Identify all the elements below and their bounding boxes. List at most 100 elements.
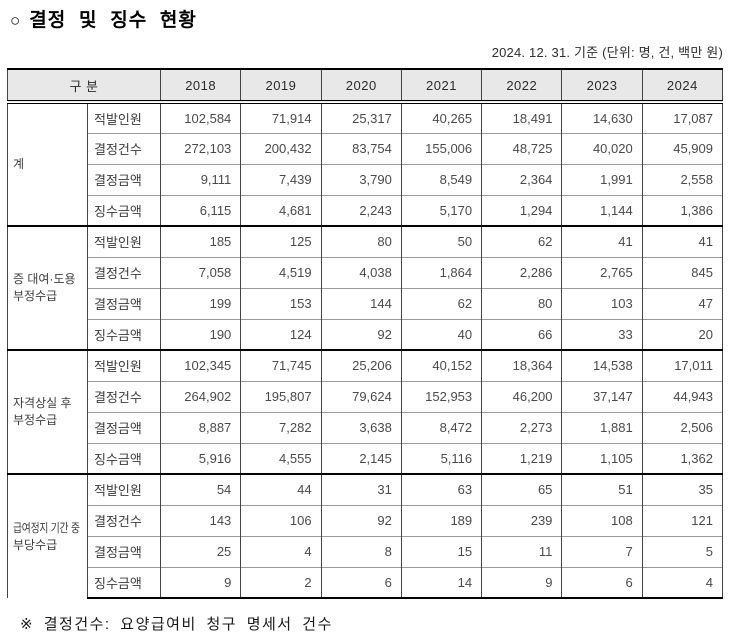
value-cell: 25,317: [320, 101, 402, 133]
value-cell: 41: [641, 225, 724, 257]
table-row: 자격상실 후 부정수급 적발인원 102,345 71,745 25,206 40,152 1…: [7, 349, 724, 474]
value-cell: 185: [160, 225, 242, 257]
value-cell: 121: [641, 504, 724, 536]
table-row: 증 대여·도용 부정수급 적발인원 185 125 80 50 62 41 41: [7, 225, 724, 350]
category-label-line: 급여정지 기간 중: [13, 520, 80, 535]
value-cell: 7,282: [240, 411, 322, 443]
metric-label-cell: 결정금액: [86, 287, 162, 319]
page-title: ○ 결정 및 징수 현황: [10, 8, 730, 34]
value-cell: 54: [160, 473, 242, 505]
value-cell: 14,538: [561, 349, 643, 381]
value-cell: 8: [320, 535, 402, 567]
value-cell: 44,943: [641, 380, 724, 412]
metric-label-cell: 징수금액: [86, 566, 162, 599]
value-cell: 45,909: [641, 132, 724, 164]
value-cell: 124: [240, 318, 322, 350]
value-cell: 1,219: [481, 442, 563, 474]
header-year: 2024: [641, 68, 724, 104]
value-cell: 2,558: [641, 163, 724, 195]
value-cell: 190: [160, 318, 242, 350]
value-cell: 5: [641, 535, 724, 567]
metric-label-cell: 징수금액: [86, 318, 162, 350]
value-cell: 103: [561, 287, 643, 319]
metric-label-cell: 결정건수: [86, 256, 162, 288]
circle-bullet-icon: ○: [10, 11, 22, 30]
value-cell: 66: [481, 318, 563, 350]
value-cell: 40,265: [400, 101, 483, 133]
value-cell: 14,630: [561, 101, 643, 133]
category-label-line: 자격상실 후: [13, 396, 72, 411]
value-cell: 153: [240, 287, 322, 319]
value-cell: 5,916: [160, 442, 242, 474]
header-year: 2018: [160, 68, 242, 104]
table-row: 결정건수 272,103 200,432 83,754 155,006 48,725 40,…: [8, 132, 724, 164]
value-cell: 4,555: [240, 442, 322, 474]
value-cell: 1,105: [561, 442, 643, 474]
value-cell: 5,170: [400, 194, 483, 226]
value-cell: 1,864: [400, 256, 483, 288]
value-cell: 9,111: [160, 163, 242, 195]
value-cell: 4,038: [320, 256, 402, 288]
value-cell: 1,386: [641, 194, 724, 226]
value-cell: 264,902: [160, 380, 242, 412]
value-cell: 3,638: [320, 411, 402, 443]
value-cell: 155,006: [400, 132, 483, 164]
value-cell: 199: [160, 287, 242, 319]
table-row: 결정금액 8,887 7,282 3,638 8,472 2,273 1,881 2,506: [8, 411, 724, 443]
value-cell: 8,549: [400, 163, 483, 195]
value-cell: 62: [400, 287, 483, 319]
table-row: 징수금액 9 2 6 14 9 6 4: [8, 566, 724, 599]
category-cell: 계: [7, 101, 88, 226]
value-cell: 7,058: [160, 256, 242, 288]
value-cell: 8,472: [400, 411, 483, 443]
value-cell: 41: [561, 225, 643, 257]
value-cell: 79,624: [320, 380, 402, 412]
value-cell: 6: [561, 566, 643, 599]
value-cell: 189: [400, 504, 483, 536]
table-header: 구 분 2018 2019 2020 2021 2022 2023 2024: [6, 68, 724, 104]
value-cell: 200,432: [240, 132, 322, 164]
value-cell: 18,491: [481, 101, 563, 133]
value-cell: 5,116: [400, 442, 483, 474]
value-cell: 17,011: [641, 349, 724, 381]
value-cell: 4,519: [240, 256, 322, 288]
value-cell: 102,584: [160, 101, 242, 133]
value-cell: 125: [240, 225, 322, 257]
value-cell: 143: [160, 504, 242, 536]
table-row: 징수금액 6,115 4,681 2,243 5,170 1,294 1,144 1,386: [8, 194, 724, 226]
value-cell: 17,087: [641, 101, 724, 133]
value-cell: 2: [240, 566, 322, 599]
metric-label-cell: 결정건수: [86, 132, 162, 164]
header-year: 2022: [481, 68, 563, 104]
value-cell: 1,362: [641, 442, 724, 474]
value-cell: 4: [641, 566, 724, 599]
value-cell: 50: [400, 225, 483, 257]
value-cell: 6,115: [160, 194, 242, 226]
value-cell: 92: [320, 504, 402, 536]
category-label-line: 증 대여·도용: [13, 272, 76, 287]
header-year: 2020: [320, 68, 402, 104]
value-cell: 80: [481, 287, 563, 319]
category-label-line: 부정수급: [13, 289, 58, 303]
header-gubun: 구 분: [6, 68, 162, 104]
category-label-line: 계: [13, 157, 25, 172]
value-cell: 80: [320, 225, 402, 257]
value-cell: 1,294: [481, 194, 563, 226]
value-cell: 35: [641, 473, 724, 505]
value-cell: 92: [320, 318, 402, 350]
value-cell: 47: [641, 287, 724, 319]
table-row: 급여정지 기간 중 부당수급 적발인원 54 44 31 63 65 51 35: [7, 473, 724, 598]
category-label-line: 부당수급: [13, 537, 58, 552]
category-label-line: 부정수급: [13, 413, 58, 427]
metric-label-cell: 결정금액: [86, 535, 162, 567]
value-cell: 63: [400, 473, 483, 505]
metric-label-cell: 결정건수: [86, 504, 162, 536]
metric-label-cell: 결정건수: [86, 380, 162, 412]
value-cell: 2,286: [481, 256, 563, 288]
value-cell: 25: [160, 535, 242, 567]
table-row: 결정건수 143 106 92 189 239 108 121: [8, 504, 724, 536]
metric-label-cell: 적발인원: [86, 225, 162, 257]
value-cell: 62: [481, 225, 563, 257]
